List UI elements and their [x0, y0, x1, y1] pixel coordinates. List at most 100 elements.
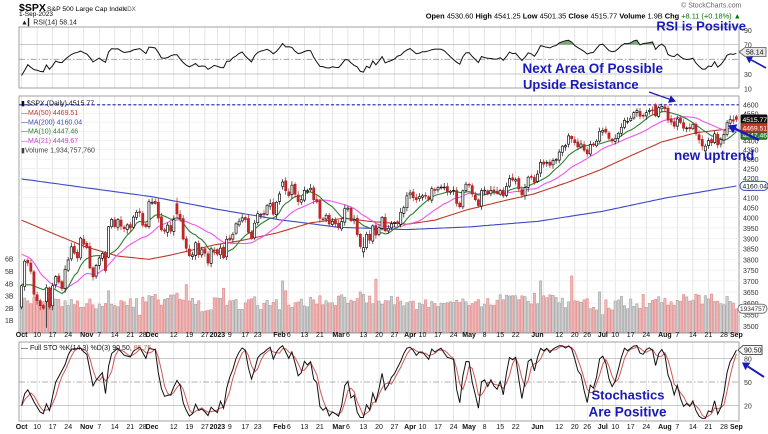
svg-text:4050: 4050 [743, 206, 759, 213]
svg-text:Jul: Jul [598, 424, 608, 431]
svg-text:58.14: 58.14 [746, 50, 764, 57]
svg-text:24: 24 [642, 332, 650, 339]
svg-text:12: 12 [170, 332, 178, 339]
svg-text:21: 21 [316, 424, 324, 431]
svg-text:15: 15 [496, 424, 504, 431]
svg-text:Feb: Feb [273, 332, 285, 339]
svg-text:▲▎RSI(14) 58.14: ▲▎RSI(14) 58.14 [21, 18, 77, 27]
svg-text:4B: 4B [5, 281, 14, 288]
svg-text:10: 10 [419, 332, 427, 339]
svg-text:Jun: Jun [531, 332, 543, 339]
svg-text:17: 17 [434, 332, 442, 339]
svg-text:Oct: Oct [16, 332, 28, 339]
svg-text:24: 24 [450, 424, 458, 431]
svg-text:23: 23 [254, 424, 262, 431]
svg-text:4400: 4400 [743, 139, 759, 146]
svg-text:9: 9 [228, 332, 232, 339]
svg-text:8: 8 [483, 332, 487, 339]
svg-text:28: 28 [139, 424, 147, 431]
svg-text:20: 20 [375, 424, 383, 431]
svg-text:20: 20 [375, 332, 383, 339]
svg-text:INDX: INDX [121, 6, 136, 13]
svg-text:1-Sep-2023: 1-Sep-2023 [19, 11, 53, 18]
svg-text:27: 27 [201, 332, 209, 339]
svg-text:2023: 2023 [210, 424, 226, 431]
svg-text:Apr: Apr [404, 424, 416, 431]
svg-text:Mar: Mar [332, 332, 345, 339]
svg-text:Oct: Oct [16, 424, 28, 431]
svg-text:22: 22 [512, 424, 520, 431]
svg-text:3900: 3900 [743, 236, 759, 243]
svg-text:Open 4530.60 High 4541.25 Low: Open 4530.60 High 4541.25 Low 4501.35 Cl… [426, 12, 741, 21]
svg-text:Feb: Feb [273, 424, 285, 431]
svg-text:70: 70 [744, 43, 752, 50]
svg-text:6: 6 [287, 332, 291, 339]
svg-text:6: 6 [287, 424, 291, 431]
svg-text:27: 27 [391, 332, 399, 339]
svg-text:3650: 3650 [743, 290, 759, 297]
svg-text:RSI is Positive: RSI is Positive [656, 19, 746, 34]
svg-text:Sep: Sep [730, 424, 743, 431]
svg-text:24: 24 [64, 424, 72, 431]
svg-text:17: 17 [627, 424, 635, 431]
svg-text:21: 21 [705, 424, 713, 431]
svg-text:© StockCharts.com: © StockCharts.com [681, 2, 742, 10]
svg-text:8: 8 [483, 424, 487, 431]
svg-text:4350: 4350 [743, 148, 759, 155]
svg-text:new uptrend: new uptrend [674, 148, 754, 163]
svg-text:90: 90 [744, 28, 752, 35]
svg-text:27: 27 [201, 424, 209, 431]
svg-text:Mar: Mar [332, 424, 345, 431]
svg-text:26: 26 [583, 424, 591, 431]
svg-text:10: 10 [419, 424, 427, 431]
svg-text:12: 12 [170, 424, 178, 431]
svg-text:1B: 1B [5, 318, 14, 325]
svg-text:12: 12 [555, 424, 563, 431]
svg-text:4447.46: 4447.46 [743, 132, 768, 139]
svg-text:10: 10 [611, 424, 619, 431]
svg-text:Next Area Of Possible: Next Area Of Possible [523, 61, 664, 76]
svg-text:3750: 3750 [743, 268, 759, 275]
svg-text:Dec: Dec [146, 424, 159, 431]
svg-text:— Full STO %K(14,3) %D(3) 90.5: — Full STO %K(14,3) %D(3) 90.50, 85.75 [21, 345, 151, 352]
svg-text:▮ $SPX (Daily) 4515.77: ▮ $SPX (Daily) 4515.77 [21, 101, 94, 108]
svg-text:10: 10 [33, 332, 41, 339]
svg-text:7: 7 [675, 332, 679, 339]
svg-text:17: 17 [627, 332, 635, 339]
svg-text:15: 15 [496, 332, 504, 339]
svg-text:3500: 3500 [743, 324, 759, 331]
svg-text:1934757: 1934757 [740, 306, 766, 313]
svg-text:S&P 500 Large Cap Index: S&P 500 Large Cap Index [47, 6, 126, 13]
svg-text:Jul: Jul [598, 332, 608, 339]
svg-text:Sep: Sep [730, 332, 743, 339]
svg-text:21: 21 [316, 332, 324, 339]
svg-text:Nov: Nov [80, 424, 93, 431]
svg-text:20: 20 [744, 404, 752, 411]
svg-text:17: 17 [49, 332, 57, 339]
svg-text:90.50: 90.50 [744, 348, 762, 355]
svg-text:80: 80 [744, 356, 752, 363]
svg-text:10: 10 [744, 87, 752, 94]
svg-text:20: 20 [571, 332, 579, 339]
svg-text:23: 23 [254, 332, 262, 339]
svg-text:4469.51: 4469.51 [743, 125, 768, 132]
svg-text:2B: 2B [5, 306, 14, 313]
svg-text:Dec: Dec [146, 332, 159, 339]
svg-text:4000: 4000 [743, 216, 759, 223]
svg-text:6: 6 [346, 332, 350, 339]
svg-text:20: 20 [571, 424, 579, 431]
svg-text:14: 14 [689, 332, 697, 339]
svg-text:4515.77: 4515.77 [743, 117, 768, 124]
svg-text:7: 7 [97, 332, 101, 339]
svg-text:3B: 3B [5, 294, 14, 301]
svg-text:3700: 3700 [743, 279, 759, 286]
svg-text:May: May [462, 332, 476, 339]
svg-text:—MA(200) 4160.04: —MA(200) 4160.04 [21, 119, 82, 126]
svg-text:30: 30 [744, 72, 752, 79]
svg-text:Aug: Aug [658, 332, 672, 339]
svg-text:Apr: Apr [404, 332, 416, 339]
svg-text:28: 28 [139, 332, 147, 339]
svg-text:—MA(21) 4449.67: —MA(21) 4449.67 [21, 138, 78, 145]
svg-text:3550: 3550 [743, 313, 759, 320]
svg-text:13: 13 [301, 424, 309, 431]
